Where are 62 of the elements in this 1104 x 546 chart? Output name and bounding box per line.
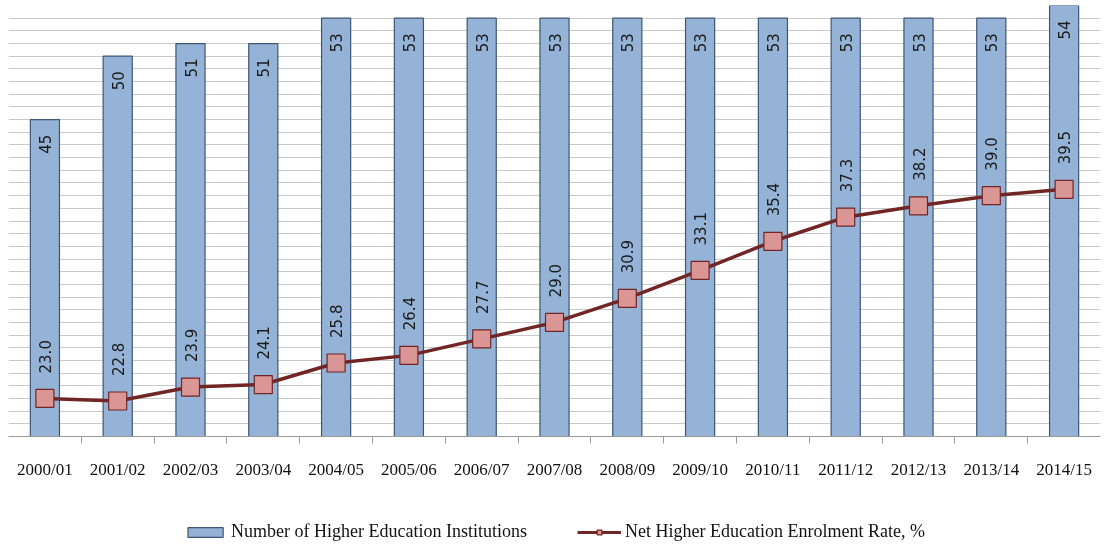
x-tick-label: 2001/02 bbox=[89, 459, 146, 479]
point bbox=[981, 186, 1001, 206]
legend-label: Net Higher Education Enrolment Rate, % bbox=[625, 521, 925, 542]
point bbox=[763, 231, 783, 251]
data-label: 53 bbox=[837, 33, 856, 53]
data-label: 37.3 bbox=[837, 158, 856, 193]
data-label: 29.0 bbox=[546, 264, 565, 298]
x-tick-label: 2012/13 bbox=[890, 459, 947, 479]
data-label: 45 bbox=[36, 134, 55, 154]
point bbox=[326, 353, 346, 373]
data-label: 53 bbox=[692, 33, 711, 53]
data-label: 53 bbox=[910, 33, 929, 53]
data-label: 53 bbox=[473, 33, 492, 53]
data-label: 23.9 bbox=[182, 328, 201, 363]
point bbox=[836, 207, 856, 227]
data-label: 51 bbox=[182, 58, 201, 78]
data-label: 26.4 bbox=[400, 296, 419, 331]
x-tick-label: 2007/08 bbox=[526, 459, 583, 479]
data-label: 23.0 bbox=[36, 340, 55, 374]
point bbox=[1054, 179, 1074, 199]
point bbox=[690, 260, 710, 281]
data-label: 53 bbox=[328, 33, 347, 53]
point bbox=[472, 329, 492, 349]
data-label: 22.8 bbox=[109, 342, 128, 377]
point bbox=[180, 377, 201, 397]
data-label: 53 bbox=[619, 33, 638, 53]
data-label: 38.2 bbox=[910, 147, 929, 181]
data-label: 53 bbox=[546, 33, 565, 53]
x-tick-label: 2011/12 bbox=[818, 459, 874, 479]
data-label: 53 bbox=[400, 33, 419, 53]
data-label: 53 bbox=[764, 33, 783, 53]
x-tick-label: 2004/05 bbox=[308, 459, 364, 479]
data-label: 51 bbox=[255, 58, 274, 78]
point bbox=[108, 391, 128, 411]
data-label: 33.1 bbox=[692, 212, 711, 246]
data-label: 39.5 bbox=[1056, 130, 1075, 165]
data-label: 24.1 bbox=[255, 326, 274, 360]
legend-label: Number of Higher Education Institutions bbox=[231, 521, 528, 542]
data-label: 25.8 bbox=[328, 304, 347, 338]
data-label: 35.4 bbox=[764, 182, 783, 217]
x-tick-label: 2000/01 bbox=[17, 459, 73, 479]
point bbox=[253, 374, 273, 395]
x-tick-label: 2008/09 bbox=[599, 459, 656, 479]
x-tick-label: 2014/15 bbox=[1036, 459, 1092, 479]
point bbox=[35, 388, 55, 409]
data-label: 27.7 bbox=[473, 280, 492, 314]
point bbox=[617, 288, 637, 308]
x-tick-label: 2002/03 bbox=[162, 459, 219, 479]
x-tick-label: 2009/10 bbox=[672, 459, 728, 479]
data-label: 39.0 bbox=[983, 137, 1002, 171]
x-tick-label: 2013/14 bbox=[963, 459, 1020, 479]
point bbox=[908, 196, 929, 216]
data-label: 50 bbox=[109, 71, 128, 91]
point bbox=[399, 345, 419, 365]
x-tick-label: 2006/07 bbox=[453, 459, 511, 479]
point bbox=[544, 312, 565, 333]
x-tick-label: 2003/04 bbox=[235, 459, 292, 479]
x-tick-label: 2010/11 bbox=[745, 459, 801, 479]
x-tick-label: 2005/06 bbox=[381, 459, 437, 479]
data-label: 30.9 bbox=[619, 239, 638, 274]
data-label: 54 bbox=[1056, 20, 1075, 40]
data-label: 53 bbox=[983, 33, 1002, 53]
